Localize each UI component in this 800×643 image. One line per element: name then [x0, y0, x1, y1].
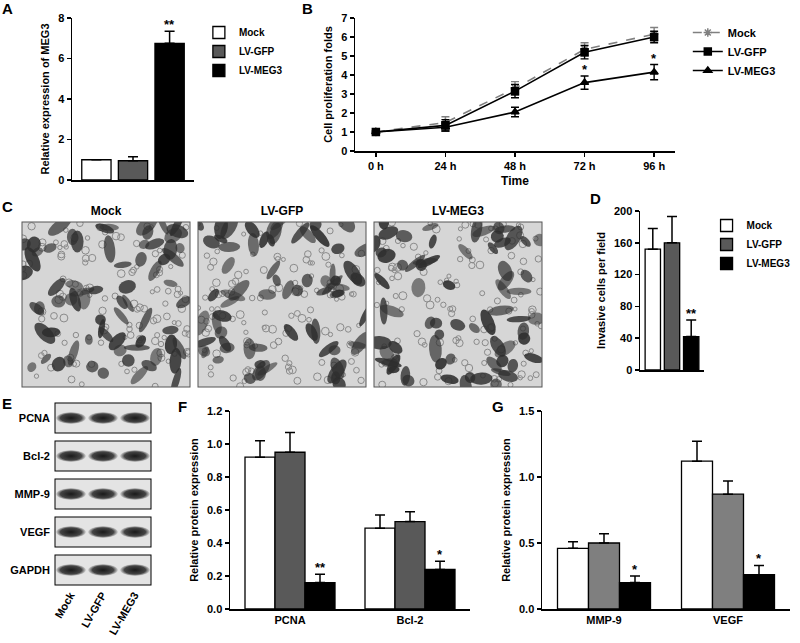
svg-text:LV-GFP: LV-GFP: [79, 590, 109, 630]
svg-text:72 h: 72 h: [574, 160, 596, 172]
html-text:A: A: [2, 0, 13, 17]
svg-text:0: 0: [626, 364, 632, 376]
svg-text:0.0: 0.0: [519, 603, 534, 615]
svg-text:MMP-9: MMP-9: [15, 488, 50, 500]
svg-text:LV-MEG3: LV-MEG3: [747, 258, 791, 269]
svg-text:160: 160: [614, 237, 632, 249]
svg-text:*: *: [651, 51, 657, 66]
svg-text:Mock: Mock: [728, 27, 757, 39]
svg-text:200: 200: [614, 205, 632, 217]
svg-text:0.4: 0.4: [207, 537, 223, 549]
svg-text:Relative protein expression: Relative protein expression: [188, 438, 200, 582]
svg-text:VEGF: VEGF: [713, 614, 743, 626]
svg-text:0.8: 0.8: [207, 471, 222, 483]
svg-text:Mock: Mock: [747, 220, 773, 231]
svg-text:*: *: [632, 562, 638, 577]
svg-text:VEGF: VEGF: [20, 526, 50, 538]
svg-text:1: 1: [341, 126, 347, 138]
svg-text:0: 0: [341, 145, 347, 157]
html-text:G: G: [492, 398, 504, 415]
svg-text:2: 2: [58, 133, 64, 145]
svg-text:1.0: 1.0: [207, 438, 222, 450]
svg-text:MMP-9: MMP-9: [586, 614, 621, 626]
svg-text:7: 7: [341, 12, 347, 24]
svg-text:*: *: [582, 62, 588, 77]
svg-text:LV-GFP: LV-GFP: [261, 204, 303, 218]
svg-text:4: 4: [58, 93, 65, 105]
svg-text:6: 6: [341, 31, 347, 43]
svg-text:48 h: 48 h: [504, 160, 526, 172]
html-text:D: D: [590, 190, 601, 207]
svg-text:**: **: [164, 17, 175, 32]
svg-text:LV-MEG3: LV-MEG3: [728, 65, 775, 77]
svg-text:0.5: 0.5: [519, 537, 534, 549]
svg-text:LV-GFP: LV-GFP: [239, 46, 275, 57]
svg-text:1.5: 1.5: [519, 405, 534, 417]
svg-text:0 h: 0 h: [368, 160, 384, 172]
svg-text:80: 80: [620, 300, 632, 312]
svg-text:3: 3: [341, 88, 347, 100]
svg-text:Relative expression of MEG3: Relative expression of MEG3: [39, 23, 51, 174]
svg-text:2: 2: [341, 107, 347, 119]
svg-text:4: 4: [341, 69, 348, 81]
svg-text:Mock: Mock: [91, 204, 122, 218]
svg-text:LV-MEG3: LV-MEG3: [107, 590, 141, 637]
html-text:B: B: [302, 0, 313, 17]
svg-text:Time: Time: [501, 174, 529, 188]
svg-text:LV-GFP: LV-GFP: [728, 46, 767, 58]
svg-text:*: *: [756, 551, 762, 566]
svg-text:PCNA: PCNA: [19, 412, 50, 424]
svg-text:1.0: 1.0: [519, 471, 534, 483]
svg-text:0.2: 0.2: [207, 570, 222, 582]
svg-text:0: 0: [58, 174, 64, 186]
svg-text:5: 5: [341, 50, 347, 62]
svg-text:8: 8: [58, 12, 64, 24]
svg-text:Cell proliferation folds: Cell proliferation folds: [322, 26, 334, 143]
svg-text:40: 40: [620, 332, 632, 344]
svg-text:Mock: Mock: [239, 27, 265, 38]
svg-text:LV-MEG3: LV-MEG3: [239, 65, 283, 76]
svg-text:GAPDH: GAPDH: [10, 564, 50, 576]
svg-text:**: **: [315, 560, 326, 575]
svg-text:0.0: 0.0: [207, 603, 222, 615]
svg-text:Bcl-2: Bcl-2: [397, 614, 424, 626]
svg-text:0.6: 0.6: [207, 504, 222, 516]
svg-text:24 h: 24 h: [434, 160, 456, 172]
svg-text:Bcl-2: Bcl-2: [23, 450, 50, 462]
svg-text:LV-GFP: LV-GFP: [747, 239, 783, 250]
svg-text:**: **: [686, 306, 697, 321]
svg-text:LV-MEG3: LV-MEG3: [432, 204, 484, 218]
svg-text:6: 6: [58, 52, 64, 64]
svg-text:Mock: Mock: [52, 589, 77, 620]
html-text:E: E: [2, 395, 12, 412]
svg-text:120: 120: [614, 268, 632, 280]
svg-text:Relative protein expression: Relative protein expression: [500, 438, 512, 582]
svg-text:96 h: 96 h: [643, 160, 665, 172]
svg-text:*: *: [437, 547, 443, 562]
svg-text:1.2: 1.2: [207, 405, 222, 417]
svg-text:PCNA: PCNA: [274, 614, 305, 626]
html-text:C: C: [2, 198, 13, 215]
svg-text:Invasive cells per field: Invasive cells per field: [595, 232, 607, 349]
html-text:F: F: [178, 398, 188, 415]
